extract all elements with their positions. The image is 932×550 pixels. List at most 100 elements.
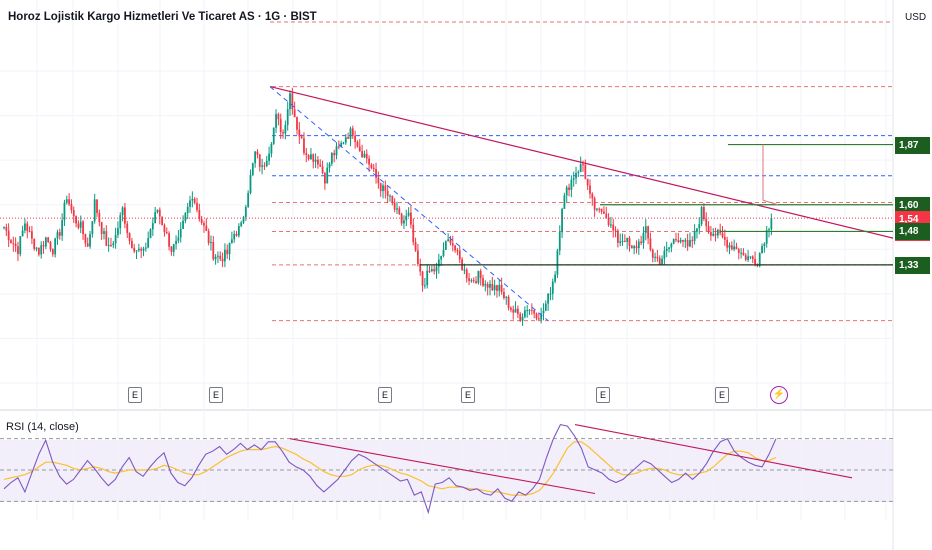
candle-body <box>235 234 238 236</box>
candle-body <box>133 247 136 252</box>
candle-body <box>698 224 701 229</box>
candle-body <box>130 240 133 248</box>
candle-body <box>286 109 289 126</box>
candle-body <box>363 153 366 158</box>
candle-body <box>149 229 152 239</box>
candle-body <box>228 242 231 255</box>
earnings-badge[interactable]: E <box>128 387 142 403</box>
candle-body <box>640 241 643 243</box>
candle-body <box>682 239 684 242</box>
candle-body <box>516 308 519 314</box>
candle-body <box>763 243 766 247</box>
currency-label[interactable]: USD <box>905 12 927 23</box>
candle-body <box>151 223 154 230</box>
candle-body <box>365 153 368 159</box>
candle-body <box>384 185 387 192</box>
candle-body <box>703 207 705 220</box>
candle-body <box>10 240 12 244</box>
candle-body <box>389 195 391 197</box>
candle-body <box>593 198 596 210</box>
candle-body <box>84 234 87 244</box>
candle-body <box>721 233 724 237</box>
candle-body <box>693 231 696 241</box>
candle-body <box>68 199 71 205</box>
candle-body <box>451 243 454 246</box>
trendline-resistance[interactable] <box>269 86 894 239</box>
candle-body <box>496 285 498 291</box>
earnings-badge[interactable]: E <box>378 387 392 403</box>
candle-body <box>482 278 484 286</box>
price-tag[interactable]: 1,60 <box>895 196 930 214</box>
candle-body <box>661 258 663 265</box>
candle-body <box>210 241 212 243</box>
candle-body <box>170 246 173 252</box>
rsi-trendline-1[interactable] <box>289 438 596 495</box>
candle-body <box>586 178 589 186</box>
candle-body <box>479 270 482 279</box>
rsi-trendline-2[interactable] <box>574 424 853 479</box>
candle-body <box>214 256 217 260</box>
price-tag[interactable]: 1,33 <box>895 256 930 274</box>
last-price-value: 1,54 <box>899 214 919 226</box>
candle-body <box>126 223 129 234</box>
candle-body <box>412 224 415 243</box>
candle-body <box>400 213 403 224</box>
candle-body <box>137 248 140 251</box>
earnings-badge[interactable]: E <box>209 387 223 403</box>
candle-body <box>142 248 145 251</box>
candle-body <box>247 192 250 208</box>
candle-body <box>544 303 547 311</box>
candle-body <box>447 239 450 242</box>
candle-body <box>244 207 247 217</box>
candle-body <box>163 225 166 233</box>
candle-body <box>51 249 54 255</box>
candle-body <box>377 177 380 184</box>
candle-body <box>182 220 184 229</box>
candle-body <box>433 269 436 272</box>
candle-body <box>442 249 445 256</box>
candle-body <box>75 216 77 224</box>
candle-body <box>728 245 731 248</box>
price-tag[interactable]: 1,48 <box>895 223 930 241</box>
candle-body <box>600 208 603 212</box>
earnings-badge[interactable]: E <box>461 387 475 403</box>
candle-body <box>375 168 377 178</box>
candle-body <box>191 198 194 201</box>
earnings-badge[interactable]: E <box>596 387 610 403</box>
candle-body <box>651 249 654 258</box>
lightning-icon[interactable]: ⚡ <box>770 386 788 404</box>
candle-body <box>498 284 501 291</box>
candle-body <box>184 213 187 221</box>
candle-body <box>726 239 729 248</box>
candle-body <box>491 283 494 291</box>
trendline-fib-diagonal[interactable] <box>269 86 549 321</box>
candle-body <box>658 258 661 265</box>
rsi-title[interactable]: RSI (14, close) <box>6 421 79 433</box>
candle-body <box>226 249 229 255</box>
candle-body <box>612 224 615 231</box>
candle-body <box>224 249 226 262</box>
candle-body <box>707 226 710 233</box>
candle-body <box>765 230 768 244</box>
candle-body <box>386 191 389 196</box>
candle-body <box>217 255 219 257</box>
candle-body <box>240 222 243 226</box>
candle-body <box>579 164 582 173</box>
candle-body <box>165 232 168 234</box>
symbol-title[interactable]: Horoz Lojistik Kargo Hizmetleri Ve Ticar… <box>8 11 317 23</box>
candle-body <box>254 151 257 164</box>
candle-body <box>321 166 324 173</box>
earnings-badge[interactable]: E <box>715 387 729 403</box>
candle-body <box>628 237 631 246</box>
price-tag[interactable]: 1,87 <box>895 136 930 154</box>
candle-body <box>558 232 561 251</box>
candle-body <box>56 232 59 239</box>
candle-body <box>205 225 208 232</box>
candle-body <box>751 256 754 260</box>
candle-body <box>179 228 182 238</box>
candle-body <box>263 165 266 167</box>
candle-body <box>712 233 715 236</box>
candle-body <box>300 136 303 139</box>
